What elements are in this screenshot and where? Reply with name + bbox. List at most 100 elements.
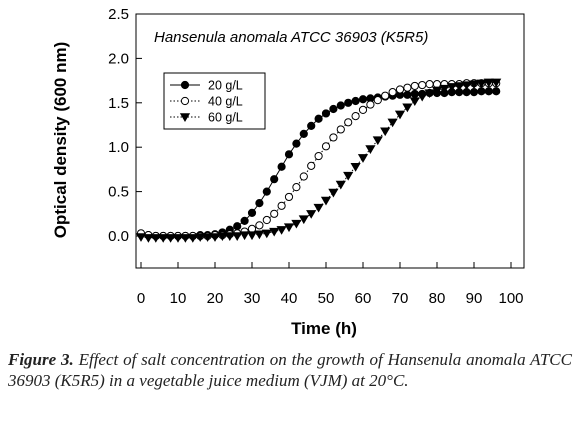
data-point [328, 188, 339, 198]
data-point [350, 163, 361, 172]
data-point [202, 233, 213, 242]
data-point [329, 104, 338, 114]
series-layer [135, 78, 502, 243]
data-point [351, 96, 360, 106]
y-tick-label: 0.5 [108, 184, 129, 201]
data-point [262, 215, 271, 225]
legend-label: 20 g/L [208, 79, 243, 93]
data-point [439, 84, 450, 94]
legend-marker [179, 113, 191, 122]
data-point [417, 92, 428, 102]
data-point [233, 222, 242, 231]
data-point [380, 127, 391, 137]
data-point [224, 232, 235, 241]
x-tick-label: 50 [318, 290, 335, 307]
x-tick-label: 30 [244, 290, 261, 307]
legend-item: 20 g/L [170, 79, 243, 93]
data-point [283, 223, 295, 233]
data-point [402, 103, 413, 113]
data-point [373, 96, 382, 105]
data-point [269, 227, 280, 237]
data-point [403, 83, 412, 92]
data-point [357, 154, 369, 163]
data-point [394, 110, 406, 120]
data-point [461, 81, 472, 91]
y-axis-title: Optical density (600 nm) [51, 42, 70, 239]
data-point [454, 82, 465, 91]
legend-item: 60 g/L [170, 111, 243, 125]
data-point [270, 209, 279, 218]
y-tick-label: 1.5 [108, 95, 129, 112]
data-point [491, 78, 502, 88]
data-point [372, 136, 383, 146]
data-point [150, 234, 161, 243]
data-point [255, 199, 264, 208]
data-point [468, 80, 480, 90]
x-tick-label: 40 [281, 290, 298, 307]
data-point [180, 234, 191, 243]
data-point [446, 83, 457, 92]
data-point [344, 118, 353, 127]
data-point [239, 231, 250, 241]
data-point [165, 234, 176, 243]
data-point [261, 229, 272, 239]
data-point [307, 161, 316, 170]
data-point [298, 215, 309, 225]
data-point [254, 230, 265, 240]
data-point [358, 95, 368, 104]
legend-label: 60 g/L [208, 111, 243, 125]
data-point [284, 192, 294, 202]
data-point [158, 234, 169, 243]
data-point [351, 112, 360, 121]
x-axis-ticks: 0 10 20 30 40 50 60 70 80 90 100 [137, 262, 524, 307]
data-point [291, 219, 302, 229]
data-point [492, 87, 501, 96]
data-point [284, 150, 294, 159]
data-point [277, 162, 286, 171]
data-point [172, 234, 184, 243]
legend-item: 40 g/L [170, 95, 243, 109]
legend: 20 g/L 40 g/L 60 g/L [163, 72, 266, 130]
data-point [195, 233, 206, 242]
data-point [358, 105, 368, 115]
data-point [477, 87, 486, 96]
data-point [476, 79, 487, 89]
data-point [335, 180, 346, 190]
data-point [469, 88, 479, 97]
data-point [306, 210, 317, 219]
x-tick-label: 70 [392, 290, 409, 307]
y-tick-label: 1.0 [108, 139, 129, 156]
data-point [270, 175, 279, 184]
figure-label: Figure 3. [8, 350, 74, 369]
data-point [388, 88, 397, 97]
data-point [187, 234, 198, 243]
x-tick-label: 60 [355, 290, 372, 307]
series-2 [135, 78, 502, 243]
data-point [232, 232, 243, 241]
data-point [343, 171, 354, 181]
data-point [262, 187, 271, 196]
data-point [365, 145, 376, 154]
figure-caption-text: Effect of salt concentration on the grow… [8, 350, 572, 390]
data-point [410, 89, 419, 99]
data-point [321, 142, 331, 151]
data-point [344, 98, 353, 107]
x-tick-label: 80 [429, 290, 446, 307]
legend-marker [180, 80, 190, 90]
data-point [276, 226, 287, 235]
data-point [395, 85, 405, 94]
y-tick-label: 0.0 [108, 228, 129, 245]
data-point [292, 183, 301, 192]
data-point [314, 114, 323, 123]
y-axis-ticks: 0.0 0.5 1.0 1.5 2.0 2.5 [108, 6, 142, 245]
data-point [135, 233, 147, 242]
data-point [247, 208, 257, 218]
data-point [431, 86, 443, 96]
legend-marker [180, 96, 190, 106]
x-tick-label: 90 [466, 290, 483, 307]
data-point [484, 87, 493, 96]
data-point [381, 91, 390, 100]
y-tick-label: 2.5 [108, 6, 129, 23]
data-point [409, 97, 420, 106]
data-point [336, 125, 345, 134]
